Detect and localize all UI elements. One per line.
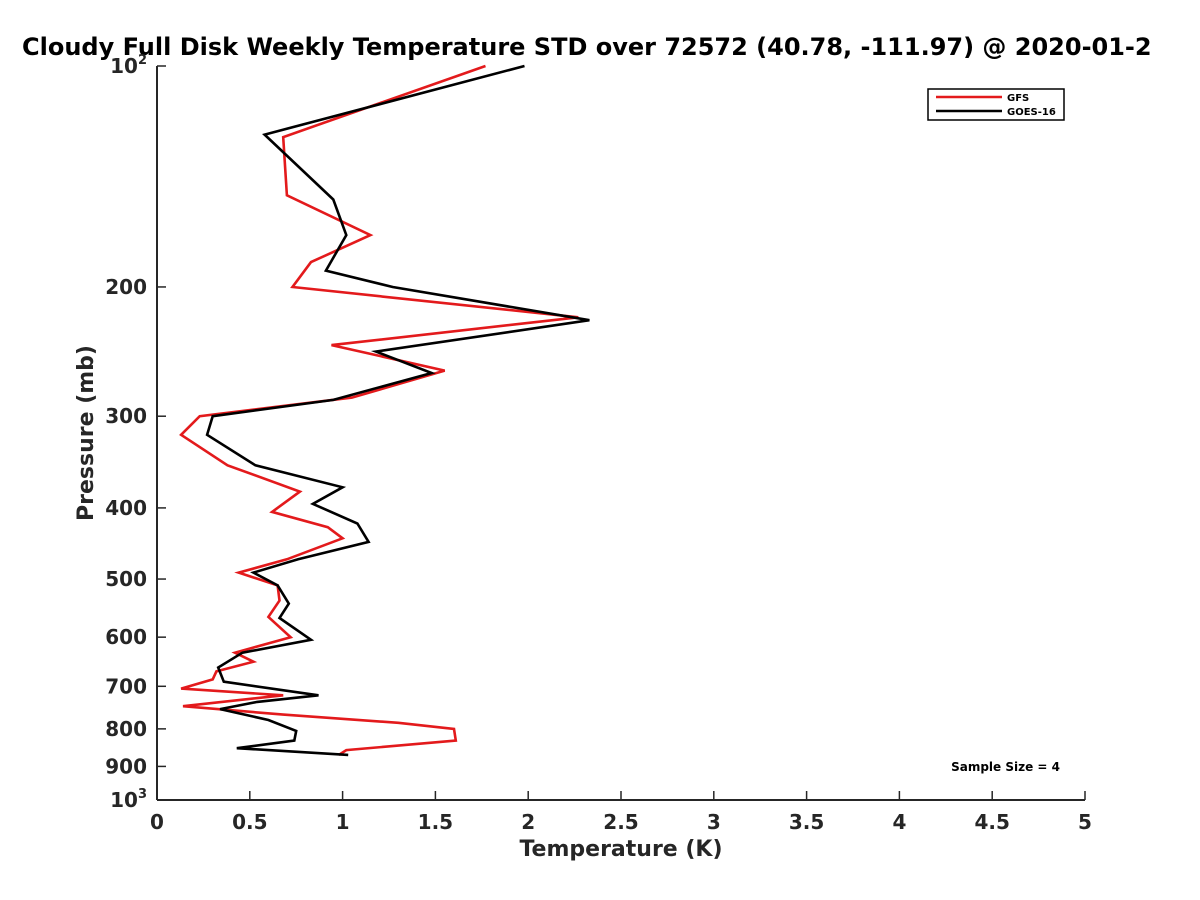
y-tick-text: 10 [110, 54, 138, 78]
legend-label-gfs: GFS [1007, 93, 1029, 104]
legend: GFS GOES-16 [927, 88, 1065, 121]
x-tick-label: 2.5 [603, 810, 638, 834]
x-tick-label: 4.5 [974, 810, 1009, 834]
y-tick-text: 10 [110, 788, 138, 812]
x-axis-label: Temperature (K) [519, 837, 722, 862]
series-layer [179, 64, 590, 757]
y-tick-text: 200 [105, 275, 147, 299]
y-tick-label: 600 [105, 625, 147, 649]
y-tick-text: 700 [105, 674, 147, 698]
y-tick-label: 400 [105, 496, 147, 520]
y-axis-label: Pressure (mb) [74, 345, 99, 521]
y-tick-label: 300 [105, 404, 147, 428]
y-tick-text: 500 [105, 567, 147, 591]
y-tick-exponent: 2 [138, 53, 147, 68]
y-tick-label: 103 [110, 787, 147, 812]
y-tick-text: 400 [105, 496, 147, 520]
y-tick-text: 300 [105, 404, 147, 428]
x-tick-label: 0 [150, 810, 164, 834]
chart-title: Cloudy Full Disk Weekly Temperature STD … [22, 33, 1152, 61]
x-tick-label: 4 [892, 810, 906, 834]
x-tick-label: 0.5 [232, 810, 267, 834]
y-tick-label: 900 [105, 754, 147, 778]
x-tick-label: 3.5 [789, 810, 824, 834]
legend-label-goes16: GOES-16 [1007, 107, 1056, 118]
x-tick-label: 1 [336, 810, 350, 834]
x-tick-label: 3 [707, 810, 721, 834]
plot-area [156, 66, 1085, 801]
series-line-gfs [179, 64, 579, 756]
y-tick-text: 800 [105, 717, 147, 741]
y-tick-label: 500 [105, 567, 147, 591]
x-tick-label: 5 [1078, 810, 1092, 834]
y-tick-text: 600 [105, 625, 147, 649]
y-tick-label: 200 [105, 275, 147, 299]
sample-size-annotation: Sample Size = 4 [951, 760, 1060, 774]
y-tick-exponent: 3 [138, 787, 147, 802]
x-tick-label: 2 [521, 810, 535, 834]
y-tick-text: 900 [105, 754, 147, 778]
series-line-goes16 [205, 64, 590, 757]
x-tick-label: 1.5 [418, 810, 453, 834]
x-axis-ticks: 0 0.5 1 1.5 2 2.5 3 3.5 4 4.5 5 [150, 791, 1092, 834]
legend-box [927, 88, 1065, 121]
y-tick-label: 800 [105, 717, 147, 741]
y-tick-label: 102 [110, 53, 147, 78]
y-tick-label: 700 [105, 674, 147, 698]
